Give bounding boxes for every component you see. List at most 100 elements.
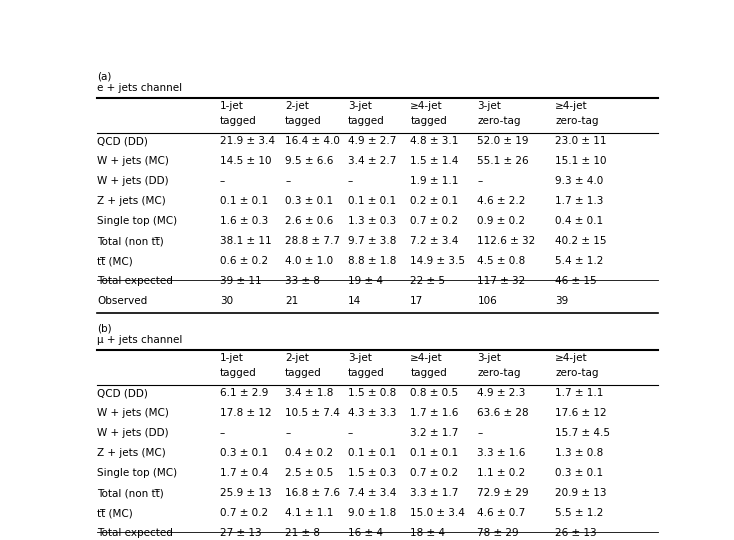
Text: tagged: tagged bbox=[285, 368, 322, 379]
Text: 5.4 ± 1.2: 5.4 ± 1.2 bbox=[556, 256, 604, 266]
Text: 0.7 ± 0.2: 0.7 ± 0.2 bbox=[410, 468, 459, 478]
Text: –: – bbox=[219, 428, 225, 438]
Text: W + jets (DD): W + jets (DD) bbox=[98, 176, 169, 186]
Text: Total expected: Total expected bbox=[98, 528, 173, 538]
Text: 15.1 ± 10: 15.1 ± 10 bbox=[556, 156, 607, 166]
Text: Z + jets (MC): Z + jets (MC) bbox=[98, 448, 166, 458]
Text: QCD (DD): QCD (DD) bbox=[98, 388, 148, 399]
Text: Total expected: Total expected bbox=[98, 276, 173, 286]
Text: 17.6 ± 12: 17.6 ± 12 bbox=[556, 408, 607, 418]
Text: zero-tag: zero-tag bbox=[477, 368, 521, 379]
Text: 0.3 ± 0.1: 0.3 ± 0.1 bbox=[556, 468, 603, 478]
Text: –: – bbox=[477, 428, 483, 438]
Text: 1.5 ± 1.4: 1.5 ± 1.4 bbox=[410, 156, 459, 166]
Text: 0.2 ± 0.1: 0.2 ± 0.1 bbox=[410, 196, 459, 206]
Text: 1.3 ± 0.3: 1.3 ± 0.3 bbox=[348, 216, 396, 226]
Text: 117 ± 32: 117 ± 32 bbox=[477, 276, 526, 286]
Text: 0.1 ± 0.1: 0.1 ± 0.1 bbox=[410, 448, 459, 458]
Text: tagged: tagged bbox=[410, 116, 447, 126]
Text: 1.5 ± 0.8: 1.5 ± 0.8 bbox=[348, 388, 396, 399]
Text: 4.6 ± 0.7: 4.6 ± 0.7 bbox=[477, 508, 526, 518]
Text: Observed: Observed bbox=[98, 296, 148, 306]
Text: 18 ± 4: 18 ± 4 bbox=[410, 528, 446, 538]
Text: 2-jet: 2-jet bbox=[285, 353, 309, 362]
Text: 14.5 ± 10: 14.5 ± 10 bbox=[219, 156, 272, 166]
Text: zero-tag: zero-tag bbox=[556, 368, 599, 379]
Text: tagged: tagged bbox=[285, 116, 322, 126]
Text: zero-tag: zero-tag bbox=[556, 116, 599, 126]
Text: 26 ± 13: 26 ± 13 bbox=[556, 528, 597, 538]
Text: –: – bbox=[348, 428, 353, 438]
Text: 9.5 ± 6.6: 9.5 ± 6.6 bbox=[285, 156, 333, 166]
Text: –: – bbox=[285, 428, 291, 438]
Text: 39 ± 11: 39 ± 11 bbox=[219, 276, 261, 286]
Text: tt̅ (MC): tt̅ (MC) bbox=[98, 256, 133, 266]
Text: 0.4 ± 0.1: 0.4 ± 0.1 bbox=[556, 216, 603, 226]
Text: 4.9 ± 2.7: 4.9 ± 2.7 bbox=[348, 136, 396, 146]
Text: 106: 106 bbox=[477, 296, 497, 306]
Text: 10.5 ± 7.4: 10.5 ± 7.4 bbox=[285, 408, 340, 418]
Text: tagged: tagged bbox=[348, 116, 385, 126]
Text: 4.0 ± 1.0: 4.0 ± 1.0 bbox=[285, 256, 333, 266]
Text: –: – bbox=[477, 176, 483, 186]
Text: 0.8 ± 0.5: 0.8 ± 0.5 bbox=[410, 388, 459, 399]
Text: 8.8 ± 1.8: 8.8 ± 1.8 bbox=[348, 256, 396, 266]
Text: 112.6 ± 32: 112.6 ± 32 bbox=[477, 236, 536, 246]
Text: 4.6 ± 2.2: 4.6 ± 2.2 bbox=[477, 196, 526, 206]
Text: 1.5 ± 0.3: 1.5 ± 0.3 bbox=[348, 468, 396, 478]
Text: 15.0 ± 3.4: 15.0 ± 3.4 bbox=[410, 508, 465, 518]
Text: ≥4-jet: ≥4-jet bbox=[556, 353, 588, 362]
Text: 4.8 ± 3.1: 4.8 ± 3.1 bbox=[410, 136, 459, 146]
Text: tt̅ (MC): tt̅ (MC) bbox=[98, 508, 133, 518]
Text: tagged: tagged bbox=[348, 368, 385, 379]
Text: 14.9 ± 3.5: 14.9 ± 3.5 bbox=[410, 256, 465, 266]
Text: 78 ± 29: 78 ± 29 bbox=[477, 528, 519, 538]
Text: 9.0 ± 1.8: 9.0 ± 1.8 bbox=[348, 508, 396, 518]
Text: 3.4 ± 1.8: 3.4 ± 1.8 bbox=[285, 388, 333, 399]
Text: Z + jets (MC): Z + jets (MC) bbox=[98, 196, 166, 206]
Text: –: – bbox=[348, 176, 353, 186]
Text: 52.0 ± 19: 52.0 ± 19 bbox=[477, 136, 529, 146]
Text: 0.3 ± 0.1: 0.3 ± 0.1 bbox=[285, 196, 333, 206]
Text: QCD (DD): QCD (DD) bbox=[98, 136, 148, 146]
Text: 1.7 ± 0.4: 1.7 ± 0.4 bbox=[219, 468, 268, 478]
Text: W + jets (DD): W + jets (DD) bbox=[98, 428, 169, 438]
Text: (a): (a) bbox=[98, 71, 112, 81]
Text: 15.7 ± 4.5: 15.7 ± 4.5 bbox=[556, 428, 611, 438]
Text: 4.1 ± 1.1: 4.1 ± 1.1 bbox=[285, 508, 333, 518]
Text: 55.1 ± 26: 55.1 ± 26 bbox=[477, 156, 529, 166]
Text: 0.3 ± 0.1: 0.3 ± 0.1 bbox=[219, 448, 268, 458]
Text: W + jets (MC): W + jets (MC) bbox=[98, 156, 170, 166]
Text: 4.3 ± 3.3: 4.3 ± 3.3 bbox=[348, 408, 396, 418]
Text: 72.9 ± 29: 72.9 ± 29 bbox=[477, 488, 529, 498]
Text: zero-tag: zero-tag bbox=[477, 116, 521, 126]
Text: 23.0 ± 11: 23.0 ± 11 bbox=[556, 136, 607, 146]
Text: 0.6 ± 0.2: 0.6 ± 0.2 bbox=[219, 256, 268, 266]
Text: 0.1 ± 0.1: 0.1 ± 0.1 bbox=[348, 196, 396, 206]
Text: 3.3 ± 1.6: 3.3 ± 1.6 bbox=[477, 448, 526, 458]
Text: 3-jet: 3-jet bbox=[348, 100, 371, 111]
Text: 63.6 ± 28: 63.6 ± 28 bbox=[477, 408, 529, 418]
Text: 28.8 ± 7.7: 28.8 ± 7.7 bbox=[285, 236, 340, 246]
Text: 0.1 ± 0.1: 0.1 ± 0.1 bbox=[348, 448, 396, 458]
Text: ≥4-jet: ≥4-jet bbox=[556, 100, 588, 111]
Text: 4.9 ± 2.3: 4.9 ± 2.3 bbox=[477, 388, 526, 399]
Text: 40.2 ± 15: 40.2 ± 15 bbox=[556, 236, 607, 246]
Text: 19 ± 4: 19 ± 4 bbox=[348, 276, 382, 286]
Text: 16.4 ± 4.0: 16.4 ± 4.0 bbox=[285, 136, 340, 146]
Text: 14: 14 bbox=[348, 296, 361, 306]
Text: Total (non tt̅): Total (non tt̅) bbox=[98, 236, 164, 246]
Text: 2.6 ± 0.6: 2.6 ± 0.6 bbox=[285, 216, 333, 226]
Text: 38.1 ± 11: 38.1 ± 11 bbox=[219, 236, 272, 246]
Text: 6.1 ± 2.9: 6.1 ± 2.9 bbox=[219, 388, 268, 399]
Text: 16.8 ± 7.6: 16.8 ± 7.6 bbox=[285, 488, 340, 498]
Text: 1.7 ± 1.1: 1.7 ± 1.1 bbox=[556, 388, 604, 399]
Text: 1-jet: 1-jet bbox=[219, 100, 244, 111]
Text: W + jets (MC): W + jets (MC) bbox=[98, 408, 170, 418]
Text: tagged: tagged bbox=[410, 368, 447, 379]
Text: (b): (b) bbox=[98, 323, 112, 333]
Text: 4.5 ± 0.8: 4.5 ± 0.8 bbox=[477, 256, 526, 266]
Text: Single top (MC): Single top (MC) bbox=[98, 468, 178, 478]
Text: 0.4 ± 0.2: 0.4 ± 0.2 bbox=[285, 448, 333, 458]
Text: 30: 30 bbox=[219, 296, 233, 306]
